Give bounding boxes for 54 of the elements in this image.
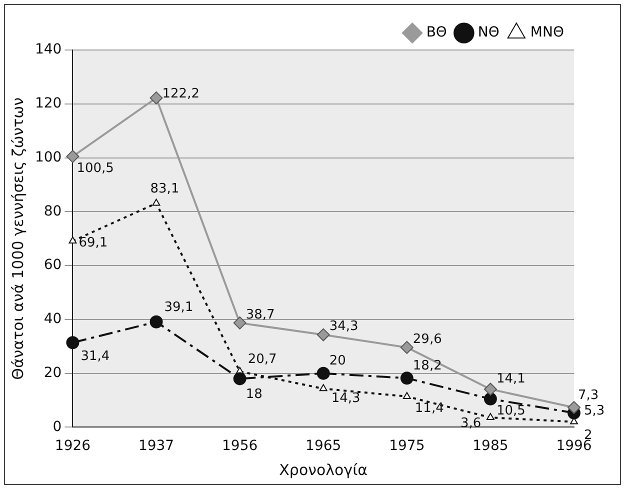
data-label: 31,4: [80, 348, 110, 364]
data-label: 122,2: [162, 86, 200, 102]
point: [150, 315, 163, 328]
point: [152, 198, 160, 206]
y-tick-label: 40: [44, 311, 62, 328]
point: [233, 316, 246, 330]
point: [484, 382, 497, 396]
y-tick-label: 100: [34, 149, 62, 166]
data-label: 20: [329, 354, 346, 369]
data-label: 83,1: [150, 182, 180, 197]
point: [316, 366, 330, 380]
y-tick-label: 120: [34, 96, 62, 112]
x-tick-label: 1926: [54, 438, 91, 454]
point: [400, 340, 414, 354]
point: [66, 336, 80, 350]
data-label: 39,1: [164, 300, 194, 316]
x-axis-title: Χρονολογία: [279, 460, 368, 479]
data-label: 7,3: [578, 388, 599, 403]
y-tick-label: 0: [52, 418, 62, 435]
data-label: 18,2: [412, 358, 442, 374]
data-label: 11,4: [414, 400, 444, 416]
point: [484, 392, 497, 406]
point: [400, 372, 414, 385]
point: [150, 91, 163, 104]
x-tick-label: 1965: [306, 438, 342, 454]
x-tick-label: 1985: [472, 438, 508, 454]
x-tick-label: 1937: [138, 438, 174, 454]
x-tick-label: 1975: [389, 438, 425, 454]
point: [568, 401, 580, 414]
y-axis-title: Θάνατοι ανά 1000 γεννήσεις ζώντων: [8, 97, 27, 380]
data-label: 14,1: [496, 372, 526, 387]
data-label: 29,6: [412, 332, 442, 347]
data-label: 38,7: [246, 307, 275, 322]
y-tick-label: 140: [34, 42, 62, 58]
data-label: 34,3: [329, 319, 358, 334]
data-label: 14,3: [331, 391, 360, 406]
data-label: 20,7: [248, 352, 277, 367]
data-label: 18: [246, 387, 262, 402]
data-label: 5,3: [584, 403, 605, 418]
legend-label: ΒΘ: [426, 24, 447, 41]
y-tick-label: 20: [44, 364, 62, 381]
y-tick-label: 80: [44, 203, 62, 220]
point: [233, 372, 246, 386]
data-label: 69,1: [78, 235, 108, 250]
legend-label: ΝΘ: [478, 24, 500, 41]
data-label: 100,5: [76, 160, 114, 176]
data-label: 10,5: [496, 403, 526, 418]
point: [486, 413, 494, 420]
point: [319, 384, 328, 392]
point: [316, 328, 330, 342]
legend-label: ΜΝΘ: [530, 24, 564, 41]
x-tick-label: 1956: [222, 438, 258, 454]
y-tick-label: 60: [44, 257, 62, 274]
point: [402, 392, 411, 399]
